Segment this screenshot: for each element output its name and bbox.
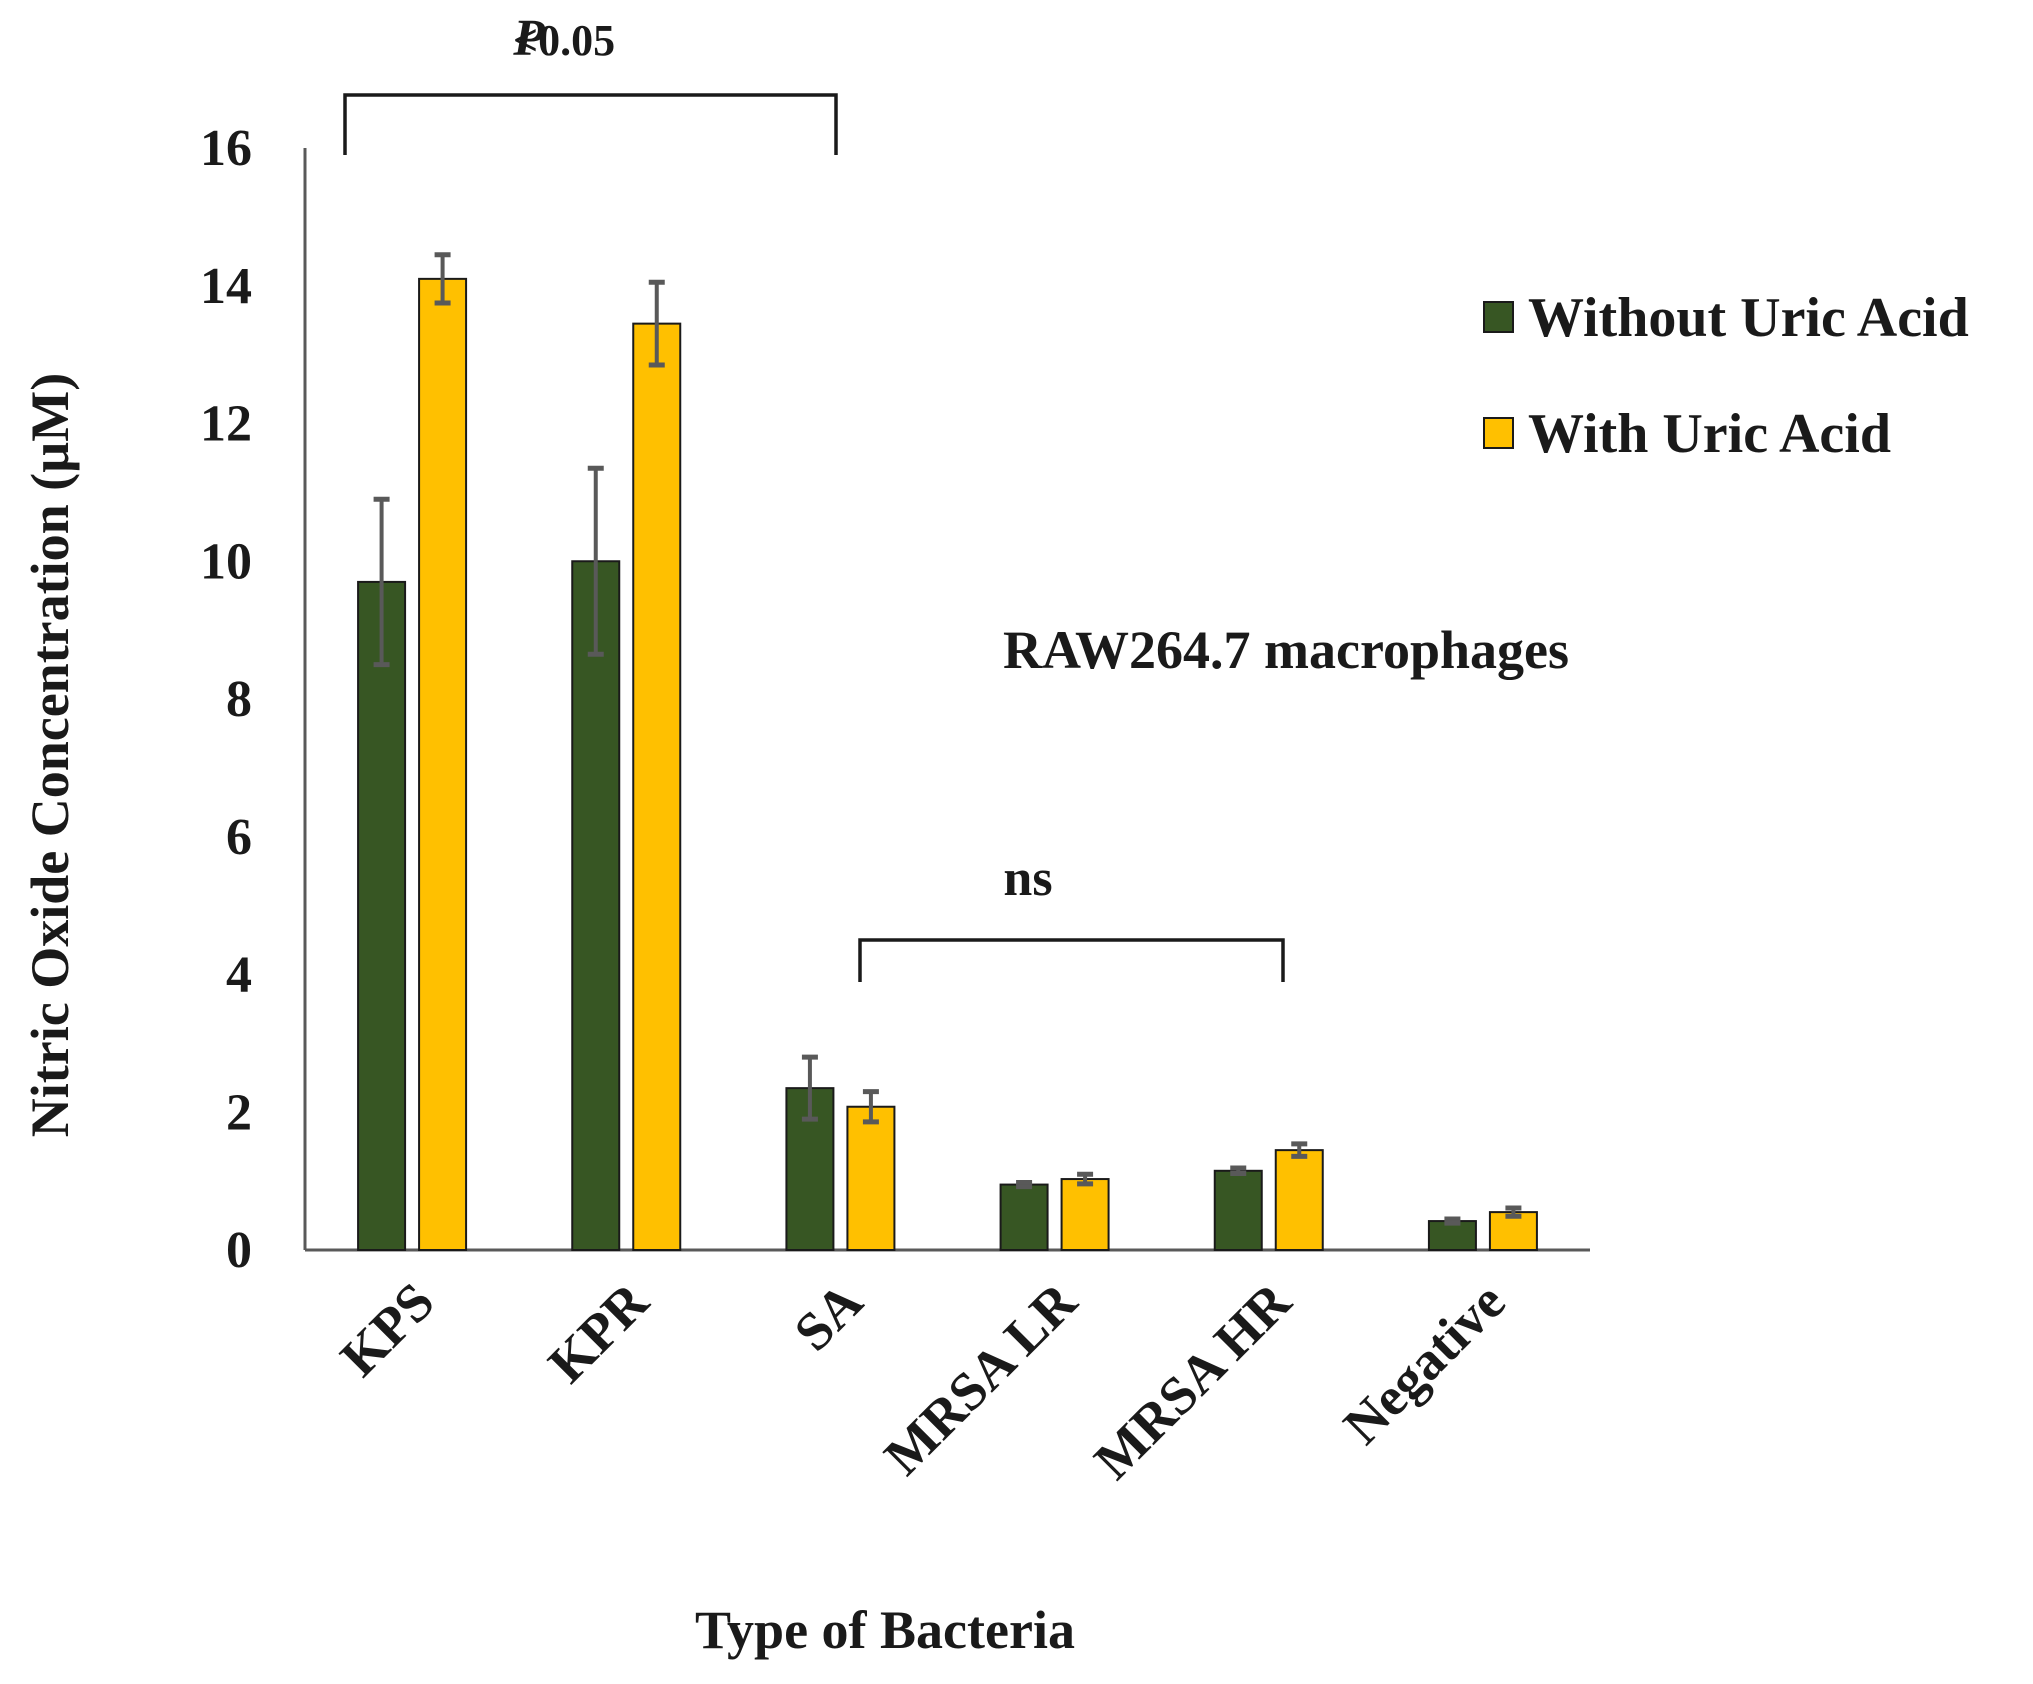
y-tick-labels: 0 2 4 6 8 10 12 14 16 bbox=[200, 120, 252, 1279]
y-axis-title: Nitric Oxide Concentration (µM) bbox=[20, 373, 80, 1137]
cell-line-annotation: RAW264.7 macrophages bbox=[1003, 620, 1569, 680]
legend-swatch-with-uric-acid bbox=[1483, 417, 1514, 449]
error-bar bbox=[1291, 1141, 1308, 1159]
error-bar bbox=[648, 279, 665, 368]
significance-bracket-p bbox=[343, 93, 838, 155]
significance-p-label: P bbox=[512, 10, 546, 67]
error-bar bbox=[434, 252, 451, 306]
y-tick-label: 2 bbox=[226, 1084, 252, 1141]
significance-p-value: <0.05 bbox=[513, 16, 615, 65]
significance-bracket-ns bbox=[858, 938, 1285, 982]
error-bar bbox=[1016, 1180, 1033, 1190]
error-bar bbox=[1077, 1171, 1094, 1187]
x-tick-label: KPS bbox=[329, 1271, 446, 1388]
error-bar bbox=[862, 1089, 879, 1125]
y-tick-label: 6 bbox=[226, 809, 252, 866]
significance-ns-label: ns bbox=[1003, 850, 1052, 907]
legend: Without Uric Acid With Uric Acid bbox=[1483, 287, 1969, 465]
x-tick-label: KPR bbox=[537, 1270, 661, 1394]
legend-label-without-uric-acid: Without Uric Acid bbox=[1528, 287, 1969, 349]
error-bar bbox=[1230, 1165, 1247, 1177]
x-tick-label: MRSA LR bbox=[873, 1270, 1089, 1486]
y-tick-label: 0 bbox=[226, 1222, 252, 1279]
error-bars bbox=[373, 252, 1522, 1226]
bar-with-uric-acid bbox=[1060, 1178, 1110, 1251]
bar-without-uric-acid bbox=[999, 1183, 1049, 1251]
x-axis-title: Type of Bacteria bbox=[695, 1600, 1075, 1660]
y-tick-label: 16 bbox=[200, 120, 252, 177]
legend-label-with-uric-acid: With Uric Acid bbox=[1528, 403, 1891, 465]
bars bbox=[357, 277, 1538, 1252]
y-tick-label: 14 bbox=[200, 258, 252, 315]
bar-with-uric-acid bbox=[632, 322, 682, 1252]
y-tick-label: 10 bbox=[200, 533, 252, 590]
legend-swatch-without-uric-acid bbox=[1483, 301, 1514, 333]
error-bar bbox=[1505, 1205, 1522, 1219]
x-tick-label: MRSA HR bbox=[1083, 1270, 1303, 1490]
error-bar bbox=[1444, 1216, 1461, 1226]
bar-with-uric-acid bbox=[1274, 1149, 1324, 1251]
bar-with-uric-acid bbox=[846, 1105, 896, 1251]
x-tick-label: SA bbox=[783, 1271, 874, 1362]
bar-without-uric-acid bbox=[357, 580, 407, 1251]
error-bar bbox=[373, 496, 390, 668]
y-tick-label: 4 bbox=[226, 947, 252, 1004]
x-tick-label: Negative bbox=[1332, 1271, 1516, 1455]
error-bar bbox=[587, 465, 604, 657]
error-bar bbox=[801, 1054, 818, 1122]
y-tick-label: 12 bbox=[200, 396, 252, 453]
y-tick-label: 8 bbox=[226, 671, 252, 728]
bar-with-uric-acid bbox=[418, 277, 468, 1251]
bar-without-uric-acid bbox=[1213, 1169, 1263, 1251]
bar-without-uric-acid bbox=[571, 560, 621, 1251]
